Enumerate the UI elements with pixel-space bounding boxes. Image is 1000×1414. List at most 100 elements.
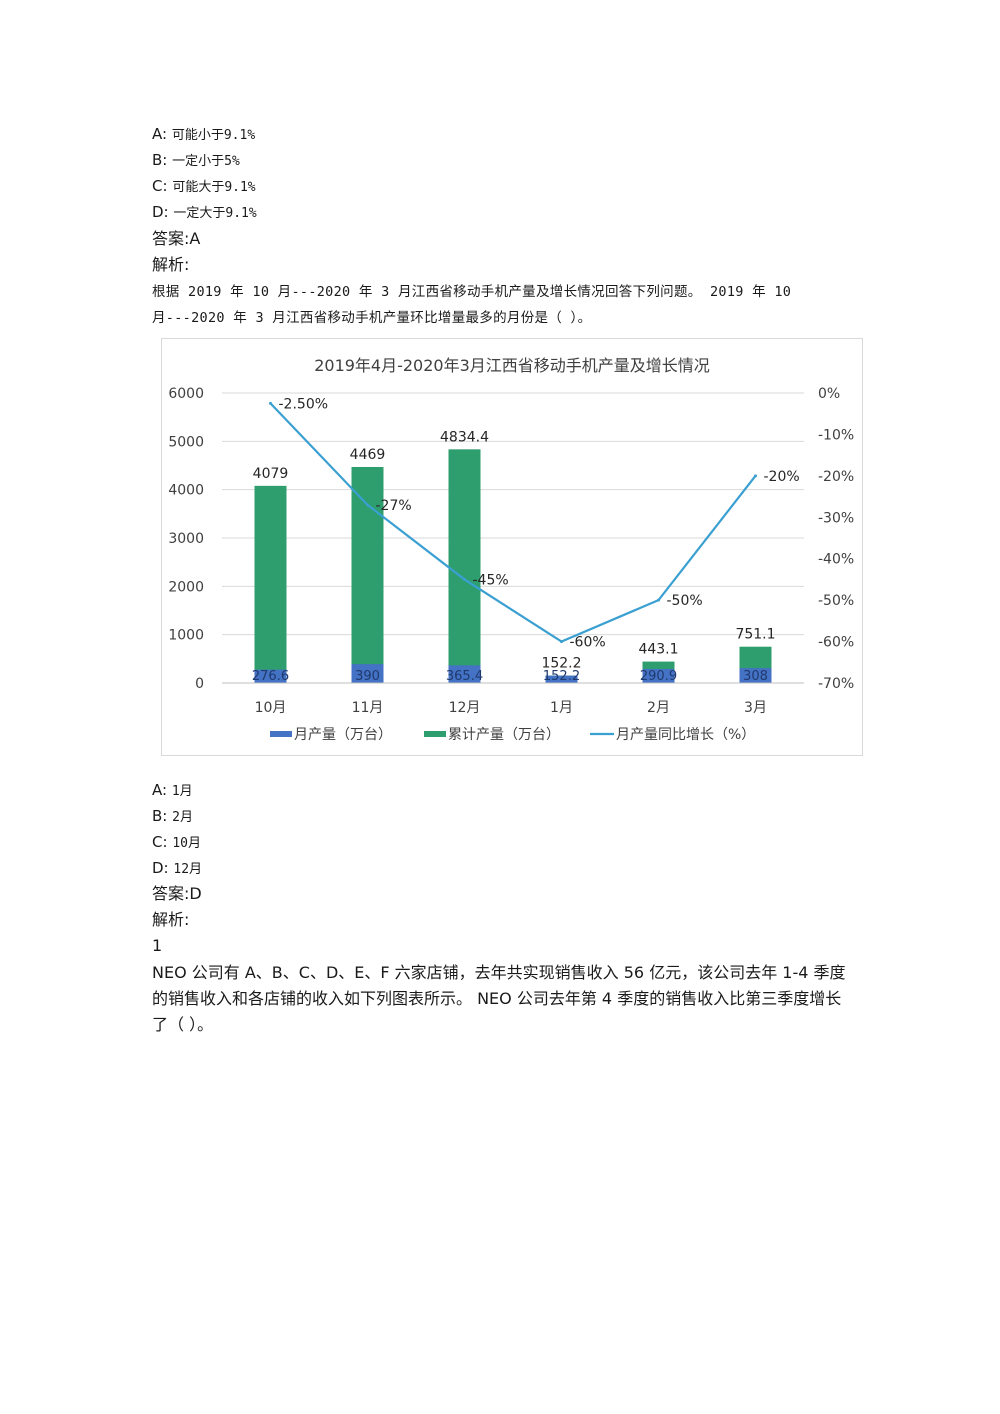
option-letter: A: — [152, 125, 168, 143]
bar-cumulative-label: 152.2 — [541, 656, 581, 672]
bar-cumulative — [351, 466, 384, 683]
y-left-tick-label: 6000 — [168, 386, 204, 402]
y-right-tick-label: -70% — [818, 676, 854, 692]
bar-cumulative-label: 4079 — [253, 466, 289, 482]
growth-point — [754, 474, 757, 478]
chart-grid — [222, 392, 804, 684]
y-right-tick-label: -20% — [818, 469, 854, 485]
chart-title: 2019年4月-2020年3月江西省移动手机产量及增长情况 — [314, 356, 710, 375]
growth-label: -2.50% — [279, 396, 329, 412]
q2-option-c: C: 10月 — [152, 832, 201, 854]
bar-cumulative-label: 443.1 — [638, 642, 678, 658]
x-tick-label: 12月 — [449, 700, 481, 716]
y-left-tick-label: 3000 — [168, 531, 204, 547]
bar-monthly — [448, 665, 481, 683]
option-letter: D: — [152, 203, 169, 221]
growth-label: -45% — [473, 572, 509, 588]
q1-option-c: C: 可能大于9.1% — [152, 176, 256, 198]
growth-label: -50% — [667, 593, 703, 609]
option-text: 可能大于9.1% — [172, 180, 256, 195]
growth-point — [657, 598, 660, 602]
growth-point — [560, 640, 563, 644]
y-axis-left: 0 1000 2000 3000 4000 5000 6000 — [168, 386, 204, 692]
option-text: 10月 — [172, 836, 201, 851]
y-left-tick-label: 5000 — [168, 434, 204, 450]
bar-monthly-label: 290.9 — [640, 669, 677, 684]
legend-swatch-cumulative — [424, 731, 446, 737]
q1-option-d: D: 一定大于9.1% — [152, 202, 257, 224]
bar-cumulative-label: 4834.4 — [440, 429, 489, 445]
y-left-tick-label: 2000 — [168, 579, 204, 595]
chart-legend: 月产量（万台） 累计产量（万台） 月产量同比增长（%） — [270, 727, 755, 743]
x-tick-label: 3月 — [744, 700, 767, 716]
q1-option-b: B: 一定小于5% — [152, 150, 240, 172]
option-letter: B: — [152, 151, 168, 169]
growth-point — [463, 577, 466, 581]
option-text: 可能小于9.1% — [171, 128, 256, 143]
growth-label: -60% — [570, 635, 606, 651]
bar-monthly-label: 365.4 — [446, 669, 483, 684]
y-left-tick-label: 1000 — [168, 628, 204, 644]
q2-option-a: A: 1月 — [152, 780, 193, 802]
option-text: 12月 — [173, 862, 203, 877]
bar-monthly — [642, 668, 675, 683]
option-text: 1月 — [171, 784, 193, 799]
y-axis-right: -70% -60% -50% -40% -30% -20% -10% 0% — [818, 386, 854, 692]
option-text: 一定大于9.1% — [173, 206, 257, 221]
legend-label-growth: 月产量同比增长（%） — [616, 727, 755, 743]
q2-option-d: D: 12月 — [152, 858, 202, 880]
y-right-tick-label: -40% — [818, 552, 854, 568]
q2-option-b: B: 2月 — [152, 806, 193, 828]
legend-label-cumulative: 累计产量（万台） — [448, 727, 560, 743]
y-right-tick-label: -10% — [818, 427, 854, 443]
chart-svg: 2019年4月-2020年3月江西省移动手机产量及增长情况 0 1000 2000 3… — [168, 356, 854, 743]
y-left-tick-label: 4000 — [168, 483, 204, 499]
y-left-tick-label: 0 — [195, 676, 204, 692]
growth-label: -20% — [764, 469, 800, 485]
growth-point — [269, 401, 272, 405]
bar-cumulative-label: 751.1 — [735, 627, 775, 643]
x-tick-label: 10月 — [255, 700, 287, 716]
q3-number: 1 — [152, 936, 163, 955]
growth-label: -27% — [376, 498, 412, 514]
bar-monthly — [545, 675, 578, 683]
production-chart: 2019年4月-2020年3月江西省移动手机产量及增长情况 0 1000 2000 3… — [161, 338, 863, 756]
legend-label-monthly: 月产量（万台） — [294, 727, 392, 743]
q2-analysis-label: 解析: — [152, 910, 190, 929]
bar-monthly — [254, 669, 287, 683]
bar-monthly — [351, 664, 384, 683]
option-text: 2月 — [172, 810, 193, 825]
growth-line — [269, 402, 757, 643]
chart-line: -2.50% -27% -45% -60% -50% -20% — [269, 396, 800, 651]
option-letter: C: — [152, 833, 168, 851]
q1-option-a: A: 可能小于9.1% — [152, 124, 255, 146]
y-right-tick-label: 0% — [818, 386, 840, 402]
bar-monthly-label: 152.2 — [543, 669, 580, 684]
q2-stem-line2: 月---2020 年 3 月江西省移动手机产量环比增量最多的月份是（ ）。 — [152, 310, 592, 326]
y-right-tick-label: -30% — [818, 510, 854, 526]
bar-cumulative — [254, 485, 287, 683]
option-letter: C: — [152, 177, 168, 195]
q2-stem-line1: 根据 2019 年 10 月---2020 年 3 月江西省移动手机产量及增长情… — [152, 284, 792, 300]
bar-monthly-label: 390 — [355, 669, 380, 684]
x-axis: 10月 11月 12月 1月 2月 3月 — [222, 682, 804, 716]
bar-monthly-label: 276.6 — [252, 669, 289, 684]
q1-analysis-label: 解析: — [152, 255, 190, 274]
option-letter: A: — [152, 781, 168, 799]
x-tick-label: 1月 — [550, 700, 573, 716]
bar-monthly — [739, 668, 772, 683]
bar-monthly-label: 308 — [743, 669, 768, 684]
option-text: 一定小于5% — [172, 154, 240, 169]
growth-point — [366, 503, 369, 507]
q3-stem: NEO 公司有 A、B、C、D、E、F 六家店铺，去年共实现销售收入 56 亿元… — [152, 963, 846, 1034]
bar-cumulative-label: 4469 — [350, 447, 386, 463]
option-letter: D: — [152, 859, 169, 877]
x-tick-label: 11月 — [352, 700, 384, 716]
bar-cumulative — [448, 449, 481, 683]
x-tick-label: 2月 — [647, 700, 670, 716]
legend-swatch-monthly — [270, 731, 292, 737]
q1-answer: 答案:A — [152, 229, 201, 248]
option-letter: B: — [152, 807, 168, 825]
y-right-tick-label: -60% — [818, 635, 854, 651]
